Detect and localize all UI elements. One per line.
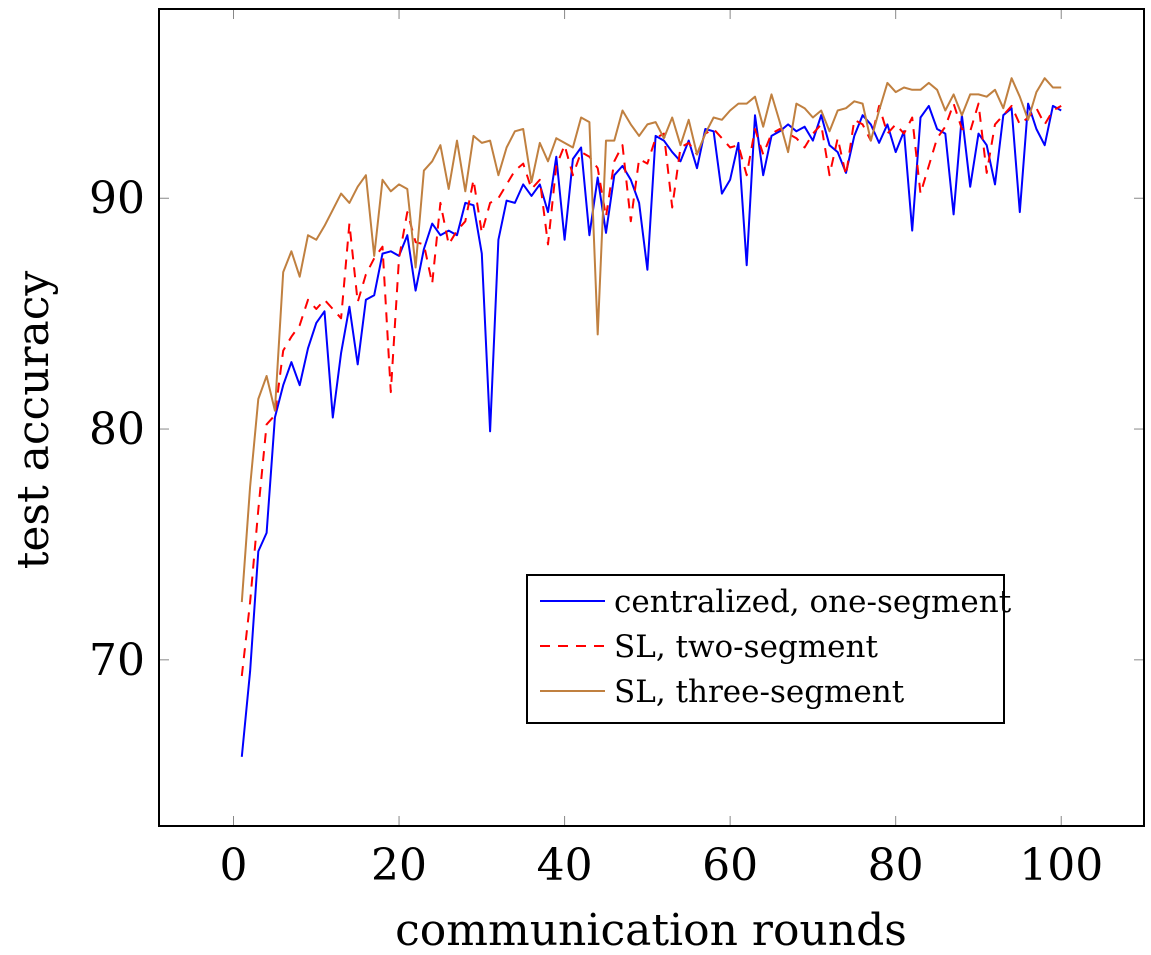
legend: centralized, one-segment SL, two-segment…: [526, 574, 1012, 724]
x-tick-label: 60: [702, 840, 758, 891]
x-axis-title: communication rounds: [395, 905, 907, 955]
y-tick-label: 70: [89, 635, 145, 686]
y-axis-title: test accuracy: [8, 271, 59, 570]
series-line-2: [240, 102, 1062, 677]
x-tick-label: 40: [537, 840, 593, 891]
series-layer: [240, 77, 1062, 757]
y-tick-label: 80: [89, 404, 145, 455]
tick-labels: 0 20 40 60 80 100 70 80 90: [89, 173, 1103, 891]
legend-label-centralized: centralized, one-segment: [614, 584, 1012, 620]
x-tick-label: 80: [868, 840, 924, 891]
series-line-1: [240, 102, 1062, 757]
x-tick-label: 100: [1019, 840, 1103, 891]
plot-frame: [158, 8, 1145, 827]
y-tick-label: 90: [89, 173, 145, 224]
x-tick-label: 20: [371, 840, 427, 891]
series-line-3: [240, 77, 1062, 603]
legend-box: [526, 574, 1005, 724]
tick-marks: [159, 9, 1144, 826]
legend-label-two-segment: SL, two-segment: [614, 629, 878, 665]
legend-label-three-segment: SL, three-segment: [614, 674, 905, 710]
x-tick-label: 0: [219, 840, 247, 891]
